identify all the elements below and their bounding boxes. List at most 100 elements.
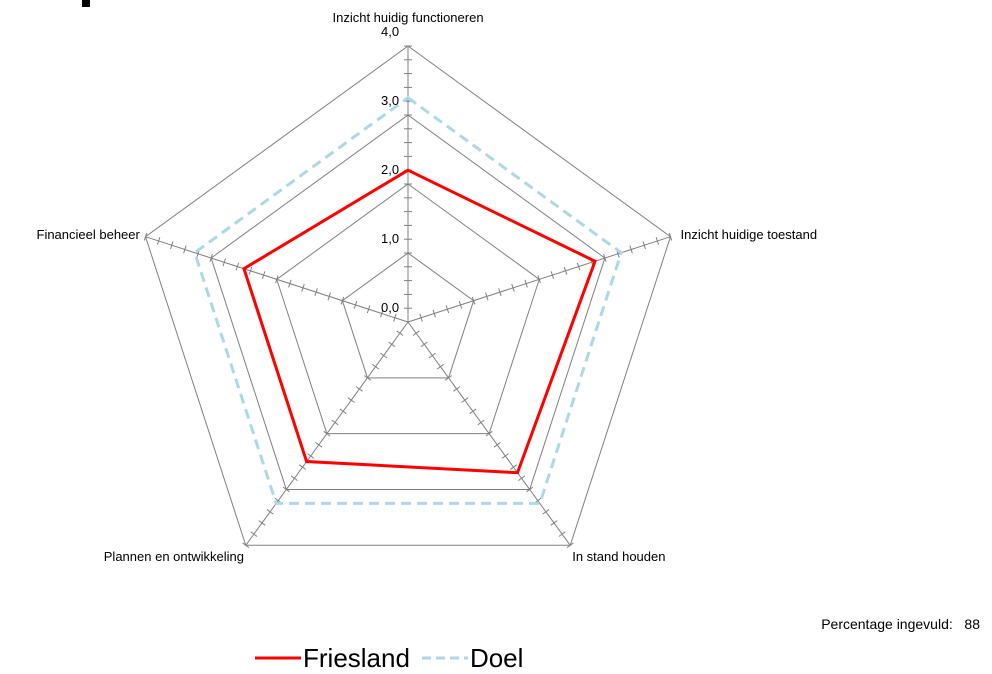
tick-mark	[655, 237, 660, 245]
axis-label: Plannen en ontwikkeling	[103, 549, 244, 565]
tick-mark	[511, 283, 515, 292]
tick-mark	[235, 262, 240, 271]
tick-mark	[524, 279, 528, 288]
tick-mark	[301, 283, 305, 292]
legend-item-friesland: Friesland	[255, 643, 410, 673]
tick-mark	[471, 296, 476, 305]
tick-mark	[566, 542, 574, 549]
legend-swatch-doel	[421, 656, 468, 660]
axis-label: Inzicht huidig functioneren	[332, 10, 484, 25]
tick-mark	[493, 442, 501, 448]
tick-mark	[288, 279, 292, 288]
tick-mark	[363, 375, 371, 381]
tick-mark	[518, 475, 526, 482]
tick-mark	[458, 300, 463, 309]
tick-mark	[327, 292, 331, 301]
series-doel	[192, 95, 624, 505]
tick-mark	[290, 475, 298, 482]
tick-mark	[209, 254, 213, 262]
grid-ring-2	[276, 183, 540, 435]
tick-mark	[143, 232, 148, 241]
tick-mark	[436, 363, 444, 370]
tick-mark	[603, 254, 607, 262]
tick-mark	[509, 464, 517, 470]
tick-mark	[485, 292, 489, 301]
tick-label: 4,0	[381, 24, 400, 39]
tick-mark	[339, 408, 347, 415]
tick-mark	[261, 271, 266, 280]
tick-mark	[353, 300, 358, 309]
footnote-value: 88	[964, 616, 980, 632]
tick-label: 0,0	[381, 300, 400, 315]
tick-mark	[380, 309, 384, 318]
tick-mark	[380, 352, 388, 359]
grid-ring-1	[341, 252, 475, 379]
tick-mark	[412, 330, 420, 336]
tick-mark	[388, 341, 396, 348]
legend-label-doel: Doel	[469, 643, 524, 673]
tick-mark	[258, 520, 266, 526]
tick-mark	[372, 363, 380, 370]
tick-mark	[366, 305, 371, 314]
tick-mark	[558, 531, 566, 537]
tick-mark	[170, 241, 174, 250]
tick-mark	[242, 542, 250, 549]
tick-mark	[314, 288, 318, 297]
tick-mark	[355, 386, 363, 392]
legend: Friesland Doel	[255, 643, 535, 673]
tick-mark	[275, 275, 279, 284]
tick-mark	[250, 531, 258, 537]
tick-mark	[307, 453, 315, 459]
tick-mark	[668, 232, 673, 241]
legend-item-doel: Doel	[421, 643, 524, 673]
tick-mark	[393, 313, 397, 322]
tick-mark	[347, 397, 355, 403]
tick-mark	[501, 453, 509, 459]
tick-mark	[453, 386, 461, 392]
axis-label: Inzicht huidige toestand	[680, 226, 818, 242]
tick-mark	[222, 258, 226, 267]
tick-mark	[331, 419, 339, 426]
tick-mark	[550, 271, 555, 280]
tick-mark	[498, 288, 502, 297]
tick-mark	[419, 313, 423, 322]
tick-label: 1,0	[381, 231, 400, 246]
percentage-footnote: Percentage ingevuld: 88	[821, 616, 980, 632]
series-friesland	[242, 168, 597, 475]
tick-mark	[248, 266, 253, 275]
footnote-label: Percentage ingevuld:	[821, 616, 953, 632]
tick-label: 2,0	[381, 162, 400, 177]
grid-ring-3	[210, 114, 606, 490]
legend-label-friesland: Friesland	[303, 643, 410, 673]
tick-mark	[537, 275, 541, 284]
tick-mark	[315, 442, 323, 448]
tick-mark	[323, 430, 331, 437]
tick-mark	[183, 245, 187, 254]
tick-mark	[563, 266, 568, 275]
tick-mark	[432, 309, 436, 318]
tick-mark	[485, 430, 493, 437]
tick-mark	[469, 408, 477, 415]
tick-mark	[629, 245, 633, 254]
tick-mark	[550, 520, 558, 526]
tick-mark	[477, 419, 485, 426]
tick-mark	[461, 397, 469, 403]
tick-label: 3,0	[381, 93, 400, 108]
tick-mark	[576, 262, 581, 271]
grid-ring-4	[144, 45, 672, 546]
tick-mark	[526, 486, 534, 493]
legend-swatch-friesland	[255, 656, 301, 660]
tick-mark	[428, 352, 436, 359]
tick-mark	[420, 341, 428, 348]
tick-mark	[642, 241, 646, 250]
axis-label: In stand houden	[572, 549, 666, 565]
tick-mark	[445, 375, 453, 381]
tick-mark	[282, 486, 290, 493]
tick-mark	[445, 305, 450, 314]
tick-mark	[299, 464, 307, 470]
tick-mark	[340, 296, 345, 305]
cropped-header-fragment	[82, 0, 90, 7]
axis-label: Financieel beheer	[36, 226, 140, 242]
tick-mark	[156, 237, 161, 245]
